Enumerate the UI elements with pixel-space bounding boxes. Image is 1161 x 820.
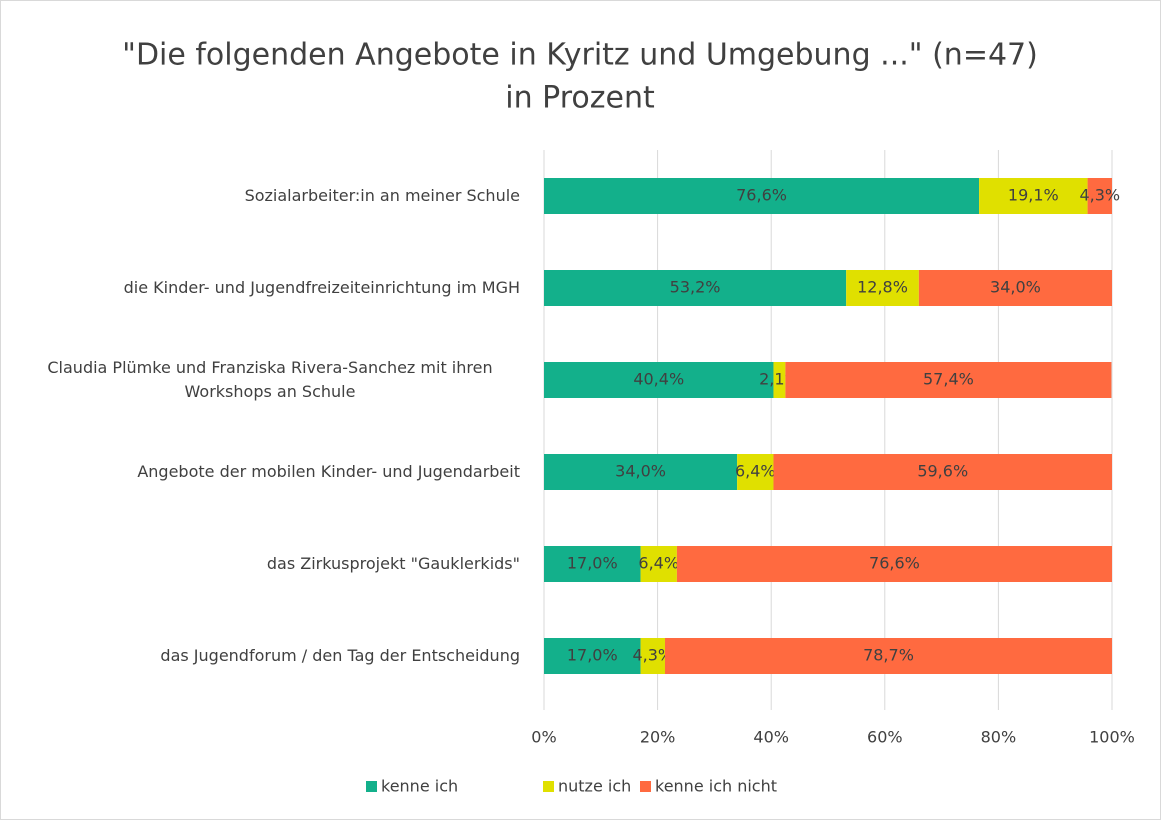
bar-segment <box>640 546 677 582</box>
data-label: 6,4% <box>735 462 776 481</box>
legend-swatch <box>543 781 554 792</box>
category-text: Sozialarbeiter:in an meiner Schule <box>244 186 520 205</box>
category-text: das Jugendforum / den Tag der Entscheidu… <box>160 646 520 665</box>
bar-segment <box>676 546 1112 582</box>
legend-swatch <box>640 781 651 792</box>
bar-segment <box>544 454 738 490</box>
data-label: 76,6% <box>869 554 920 573</box>
bar-segment <box>544 178 980 214</box>
data-label: 17,0% <box>567 554 618 573</box>
bar-segment <box>918 270 1112 306</box>
category-text: das Zirkusprojekt "Gauklerkids" <box>266 554 520 573</box>
bar-segment <box>846 270 919 306</box>
category-text: Angebote der mobilen Kinder- und Jugenda… <box>137 462 520 481</box>
x-tick-label: 100% <box>1089 728 1135 747</box>
bar-segment <box>544 362 774 398</box>
data-label: 76,6% <box>736 186 787 205</box>
bar-segment <box>664 638 1112 674</box>
legend-label: kenne ich <box>381 777 458 796</box>
x-tick-label: 40% <box>753 728 789 747</box>
bar-segment <box>640 638 665 674</box>
data-label: 6,4% <box>638 554 679 573</box>
bar-segment <box>773 454 1112 490</box>
data-label: 17,0% <box>567 646 618 665</box>
category-label: Claudia Plümke und Franziska Rivera-Sanc… <box>20 350 520 410</box>
data-label: 34,0% <box>615 462 666 481</box>
category-text: die Kinder- und Jugendfreizeiteinrichtun… <box>123 278 520 297</box>
category-text: Claudia Plümke und Franziska Rivera-Sanc… <box>47 358 493 401</box>
bar-segment <box>1087 178 1112 214</box>
data-label: 40,4% <box>633 370 684 389</box>
bar-segment <box>773 362 786 398</box>
data-label: 57,4% <box>923 370 974 389</box>
bar-segment <box>979 178 1088 214</box>
category-label: Angebote der mobilen Kinder- und Jugenda… <box>20 442 520 502</box>
legend-label: nutze ich <box>558 777 631 796</box>
legend-label: kenne ich nicht <box>655 777 777 796</box>
chart-title: "Die folgenden Angebote in Kyritz und Um… <box>122 38 1038 73</box>
data-label: 19,1% <box>1008 186 1059 205</box>
category-label: das Jugendforum / den Tag der Entscheidu… <box>20 626 520 686</box>
x-tick-label: 60% <box>867 728 903 747</box>
data-label: 4,3% <box>1079 186 1120 205</box>
bar-segment <box>785 362 1112 398</box>
x-tick-label: 20% <box>640 728 676 747</box>
legend-swatch <box>366 781 377 792</box>
data-label: 53,2% <box>670 278 721 297</box>
data-label: 12,8% <box>857 278 908 297</box>
chart-subtitle: in Prozent <box>505 81 655 116</box>
category-label: Sozialarbeiter:in an meiner Schule <box>20 166 520 226</box>
data-label: 34,0% <box>990 278 1041 297</box>
x-tick-label: 80% <box>981 728 1017 747</box>
bar-segment <box>544 546 641 582</box>
data-label: 4,3% <box>632 646 673 665</box>
category-label: das Zirkusprojekt "Gauklerkids" <box>20 534 520 594</box>
bar-segment <box>737 454 774 490</box>
bar-segment <box>544 270 847 306</box>
x-tick-label: 0% <box>531 728 556 747</box>
data-label: 59,6% <box>917 462 968 481</box>
category-label: die Kinder- und Jugendfreizeiteinrichtun… <box>20 258 520 318</box>
data-label: 78,7% <box>863 646 914 665</box>
bar-segment <box>544 638 641 674</box>
